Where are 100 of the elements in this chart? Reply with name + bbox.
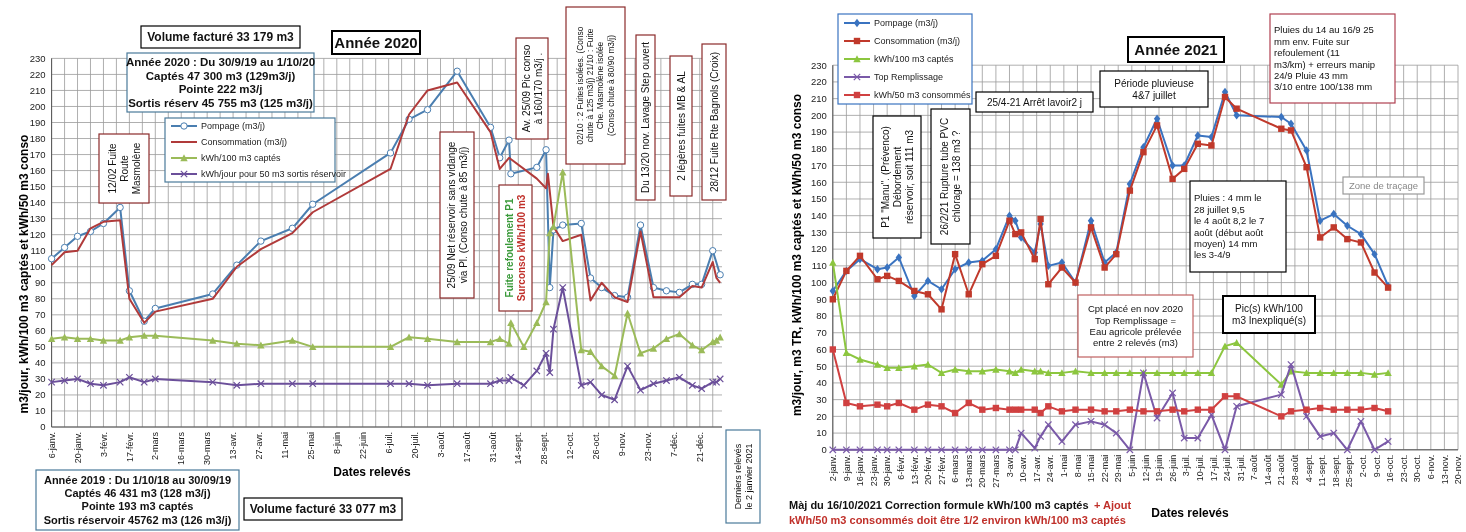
x-tick-label: 31-juil. [1235,454,1246,482]
text: Année 2019 : Du 1/10/18 au 30/09/19 Captés 46 431 m3 (128 m3/j) Pointe 193 m3 captés Sortis réservoir 45762 m3 (126 m3/j) [43,474,232,526]
y-axis-title: m3/jour, m3 TR, kWh/100 m3 captés et kWh/50 m3 conso [790,93,805,417]
x-tick-label: 6-juil. [383,432,394,454]
x-tick-label: 17-avr. [1031,454,1042,483]
x-axis-title: Dates relevés [1151,506,1230,520]
x-tick-label: 14-sept. [513,432,524,465]
y-tick-label: 50 [35,341,46,353]
annotation: 25/4-21 Arrêt lavoir2 j [986,96,1083,108]
y-tick-label: 70 [816,327,827,339]
x-tick-label: 15-mai [1086,454,1097,483]
y-tick-label: 100 [29,261,46,273]
y-tick-label: 190 [29,116,46,128]
legend-label: kWh/50 m3 consommés [874,90,972,101]
annotation: 26/2/21 Rupture tube PVC chlorage = 138 m3 ? [939,117,962,236]
x-tick-label: 3-juil. [1181,454,1192,477]
text: Màj du 16/10/2021 Correction formule kWh/100 m3 captés [789,498,1089,511]
x-tick-label: 25-mai [306,432,317,460]
x-tick-label: 10-juil. [1194,454,1205,482]
y-tick-label: 60 [816,343,827,355]
x-tick-label: 7-août [1249,454,1260,481]
y-tick-label: 50 [816,360,827,372]
x-tick-label: 22-mai [1099,454,1110,483]
y-tick-label: 220 [29,68,46,80]
x-tick-label: 17-août [461,431,472,463]
legend-label: kWh/100 m3 captés [874,54,955,65]
y-tick-label: 160 [29,164,46,176]
x-tick-label: 12-juin [1140,454,1151,482]
y-tick-label: 100 [810,276,827,288]
x-tick-label: 6-janv. [46,432,57,459]
x-tick-label: 26-juin [1167,454,1178,482]
x-tick-label: 1-mai [1059,454,1069,478]
legend-label: Consommation (m3/j) [874,36,961,47]
y-tick-label: 70 [35,309,46,321]
y-tick-label: 30 [35,373,46,385]
y-tick-label: 150 [29,180,46,192]
annotation: Zone de traçage [1348,179,1419,191]
x-tick-label: 10-avr. [1018,454,1029,483]
x-tick-label: 8-mai [1072,454,1083,478]
x-tick-label: 7-déc. [669,432,679,458]
x-tick-label: 3-févr. [98,432,109,458]
x-tick-label: 28-sept. [539,432,550,465]
y-tick-label: 60 [35,325,46,337]
y-tick-label: 220 [810,76,827,88]
annotation: 02/10 : 2 Fuites isolées. (Conso chute à 125 m3/j) 21/10 : Fuite Che. Masmolène isolée (Conso chute à 80/90 m3/j) [575,26,616,145]
x-tick-label: 8-juin [331,432,342,455]
y-tick-label: 210 [810,92,827,104]
x-tick-label: 24-juil. [1222,454,1233,482]
annotation: Pluies du 14 au 16/9 25 mm env. Fuite sur refoulement (11 m3/km) + erreurs manip 24/9 Pluie 43 mm 3/10 entre 100/138 mm [1274,24,1376,93]
text: kWh/50 m3 consommés doit être 1/2 environ kWh/100 m3 captés [789,513,1126,526]
x-tick-label: 31-août [487,431,498,463]
text: Derniers relevés le 2 janvier 2021 [732,443,754,510]
y-tick-label: 120 [29,229,46,241]
legend-label: kWh/100 m3 captés [201,153,282,164]
y-tick-label: 170 [29,148,46,160]
x-tick-label: 20-juil. [409,432,420,459]
legend-label: Top Remplissage [874,72,944,83]
x-tick-label: 9-nov. [617,432,628,457]
y-tick-label: 110 [811,260,827,272]
y-tick-label: 230 [810,59,827,71]
x-tick-label: 6-nov. [1425,454,1436,480]
x-tick-label: 26-oct. [591,432,602,460]
annotation: 2 légères fuites MB & AL [675,70,687,181]
annotation: Cpt placé en nov 2020 Top Remplissage = Eau agricole prélevée entre 2 relevés (m3) [1087,303,1184,349]
legend-label: Pompage (m3/j) [874,18,939,29]
x-tick-label: 6-févr. [895,454,906,480]
y-tick-label: 90 [816,293,827,305]
x-tick-label: 5-juin [1126,454,1137,477]
annotation: 25/09 Net réservoir sans vidange via Pl. (Conso chute à 85 m3/j) [445,141,469,289]
x-tick-label: 16-mars [176,431,187,466]
x-tick-label: 4-sept. [1303,454,1314,483]
annotation: 28/12 Fuite Rte Bagnols (Croix) [708,51,720,193]
annotation: Fuite refoulement P1 Surconso kWh/100 m3 [504,194,527,302]
x-tick-label: 23-nov. [643,432,654,462]
legend-label: Consommation (m3/j) [201,137,288,148]
y-tick-label: 160 [810,176,827,188]
x-tick-label: 17-juil. [1208,454,1219,482]
x-tick-label: 3-avr. [1004,454,1015,478]
y-tick-label: 80 [816,310,827,322]
x-tick-label: 13-avr. [228,432,239,460]
y-tick-label: 150 [810,193,827,205]
text: Volume facturé 33 077 m3 [249,502,397,517]
x-tick-label: 14-août [1262,454,1273,486]
y-tick-label: 180 [810,143,827,155]
x-tick-label: 2-oct. [1358,454,1369,478]
text: Volume facturé 33 179 m3 [147,30,295,45]
annotation: P1 "Manu". (Prévenco) Débordement réservoir, soit 111 m3 [879,126,915,228]
annotation: Période pluvieuse 4&7 juillet [1114,77,1195,101]
y-tick-label: 140 [810,210,827,222]
x-tick-label: 19-juin [1154,454,1165,482]
x-tick-label: 30-oct. [1412,454,1423,483]
x-tick-label: 30-janv. [882,454,893,487]
x-tick-label: 3-août [435,431,446,458]
annotation: Pluies : 4 mm le 28 juillet 9,5 le 4 août 8,2 le 7 août (début août moyen) 14 mm les 3-4/9 [1194,192,1265,261]
x-tick-label: 24-avr. [1045,454,1056,483]
x-tick-label: 6-mars [950,454,961,483]
legend-label: kWh/jour pour 50 m3 sortis réservoir [201,169,347,180]
y-tick-label: 10 [816,427,827,439]
y-tick-label: 10 [35,405,46,417]
y-tick-label: 110 [30,245,46,257]
